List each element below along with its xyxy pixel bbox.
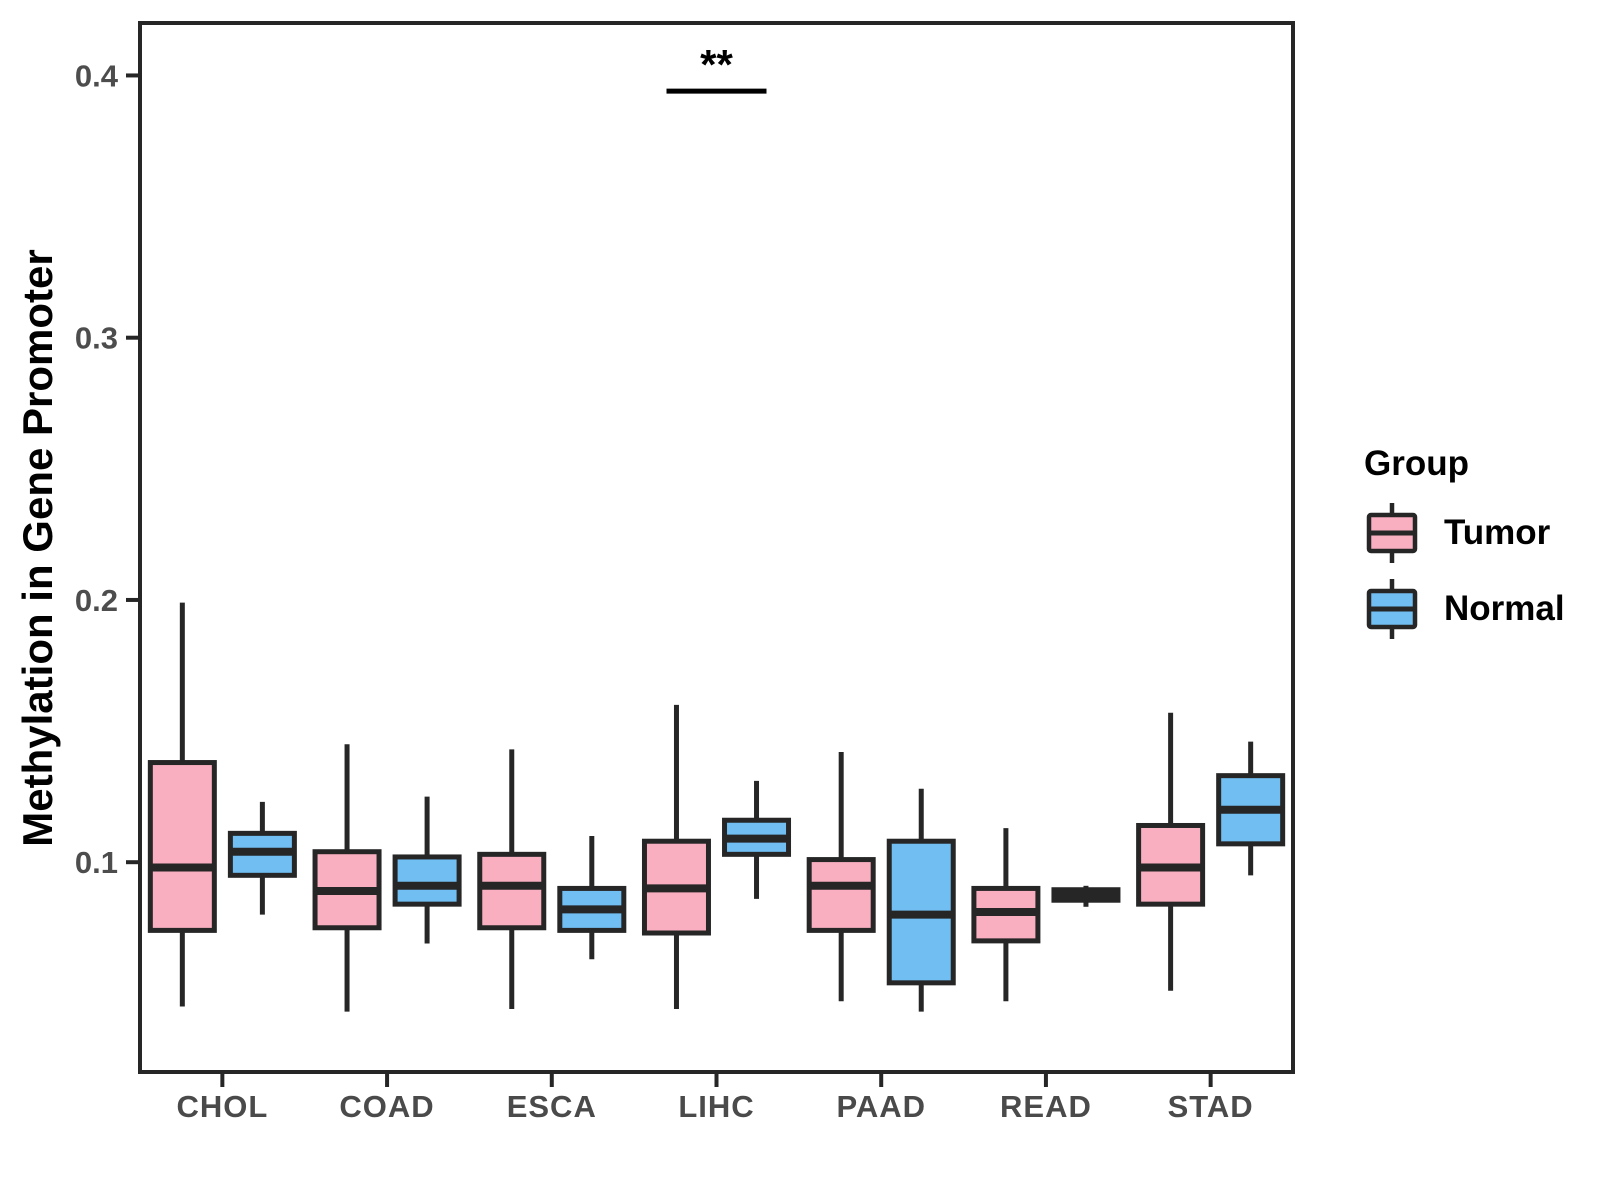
box-tumor-ESCA [477, 851, 547, 931]
legend: Group Tumor Normal [1364, 444, 1584, 652]
y-tick-label-0.1: 0.1 [75, 845, 118, 880]
tumor-boxplot-icon [1366, 503, 1418, 563]
x-tick-label-LIHC: LIHC [678, 1089, 754, 1124]
x-tick-label-COAD: COAD [339, 1089, 434, 1124]
legend-label-normal: Normal [1444, 589, 1565, 628]
x-tick-label-STAD: STAD [1168, 1089, 1254, 1124]
legend-item-tumor: Tumor [1364, 500, 1584, 566]
x-tick-label-CHOL: CHOL [176, 1089, 268, 1124]
y-tick-label-0.3: 0.3 [75, 321, 118, 356]
legend-item-normal: Normal [1364, 576, 1584, 642]
x-tick-label-READ: READ [1000, 1089, 1092, 1124]
box-tumor-CHOL [147, 760, 217, 933]
x-tick-label-PAAD: PAAD [836, 1089, 926, 1124]
significance-label: ** [700, 41, 733, 88]
y-tick-label-0.4: 0.4 [75, 58, 119, 93]
legend-title: Group [1364, 444, 1469, 483]
y-tick-label-0.2: 0.2 [75, 583, 118, 618]
legend-label-tumor: Tumor [1444, 513, 1551, 552]
box-tumor-PAAD [806, 857, 876, 933]
normal-boxplot-icon [1366, 579, 1418, 639]
x-tick-label-ESCA: ESCA [507, 1089, 597, 1124]
box-normal-COAD [392, 854, 462, 907]
